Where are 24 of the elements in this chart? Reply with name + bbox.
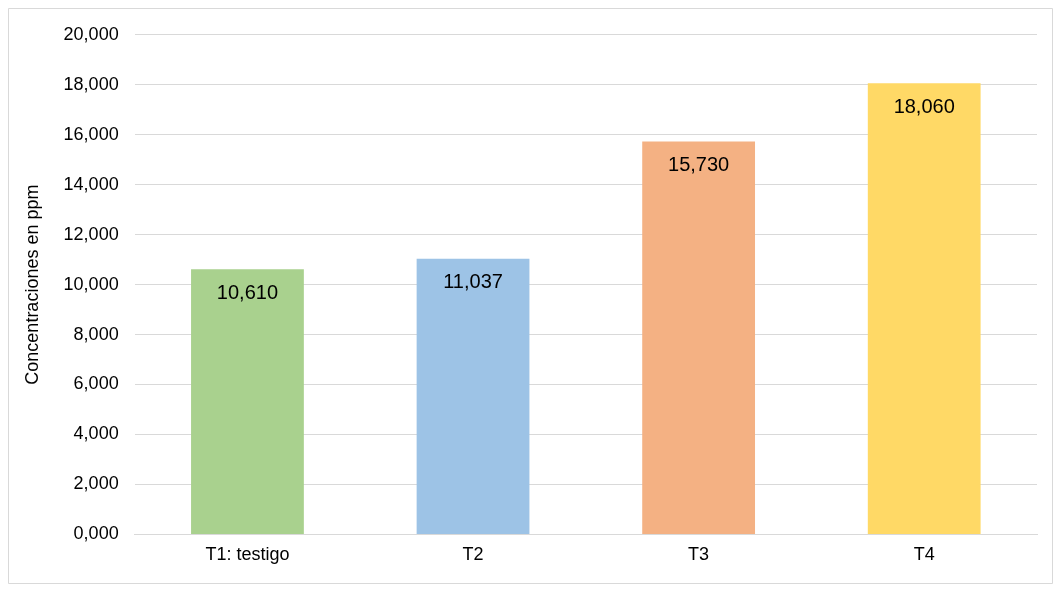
y-tick-label: 8,000: [73, 323, 119, 344]
x-tick-label: T1: testigo: [205, 544, 290, 565]
x-tick-label: T4: [913, 544, 935, 565]
y-tick-label: 16,000: [63, 123, 119, 144]
y-tick-label: 0,000: [73, 523, 119, 544]
y-tick-label: 14,000: [63, 173, 119, 194]
x-tick-label: T3: [688, 544, 710, 565]
y-tick-label: 10,000: [63, 273, 119, 294]
data-label: 18,060: [893, 94, 955, 117]
bar: [867, 83, 981, 534]
y-tick-label: 18,000: [63, 73, 119, 94]
y-tick-label: 12,000: [63, 223, 119, 244]
y-tick-label: 6,000: [73, 373, 119, 394]
x-tick-label: T2: [462, 544, 484, 565]
y-tick-label: 20,000: [63, 23, 119, 44]
data-label: 15,730: [668, 152, 730, 175]
bar: [642, 141, 756, 534]
bar: [416, 258, 530, 534]
data-label: 10,610: [216, 280, 279, 303]
y-tick-label: 4,000: [73, 423, 119, 444]
y-axis-title: Concentraciones en ppm: [21, 184, 42, 385]
bar: [191, 269, 304, 534]
y-tick-label: 2,000: [73, 473, 119, 494]
data-label: 11,037: [443, 270, 503, 293]
